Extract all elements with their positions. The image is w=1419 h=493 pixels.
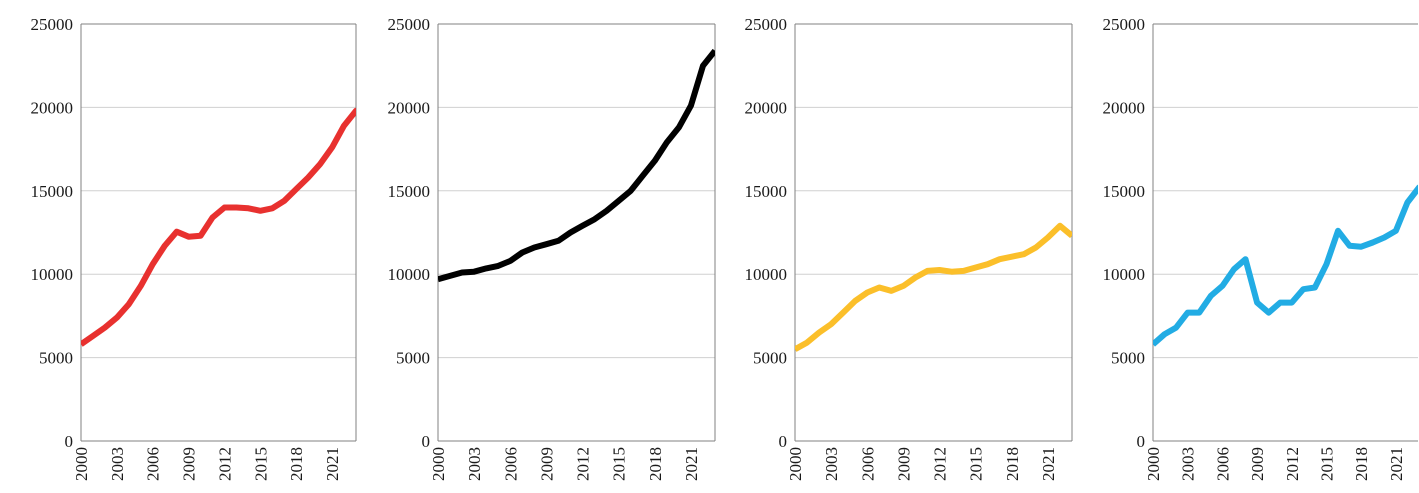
x-tick-label: 2015 <box>610 447 629 481</box>
y-tick-label: 15000 <box>1103 182 1146 201</box>
y-tick-label: 25000 <box>745 15 788 34</box>
y-tick-label: 20000 <box>745 98 788 117</box>
x-tick-label: 2003 <box>822 447 841 481</box>
x-tick-label: 2012 <box>931 447 950 481</box>
x-tick-label: 2006 <box>144 447 163 481</box>
y-tick-label: 5000 <box>753 349 787 368</box>
x-tick-label: 2021 <box>323 447 342 481</box>
x-tick-label: 2003 <box>108 447 127 481</box>
x-tick-label: 2009 <box>537 447 556 481</box>
series-line-2 <box>438 48 715 283</box>
series-line-4 <box>1153 184 1418 347</box>
x-tick-label: 2015 <box>251 447 270 481</box>
y-tick-label: 15000 <box>31 182 74 201</box>
y-tick-label: 10000 <box>745 265 788 284</box>
x-tick-label: 2003 <box>465 447 484 481</box>
x-tick-label: 2009 <box>180 447 199 481</box>
y-tick-label: 25000 <box>31 15 74 34</box>
series-line-1 <box>81 107 356 347</box>
y-tick-label: 20000 <box>31 98 74 117</box>
y-tick-label: 15000 <box>388 182 431 201</box>
x-tick-label: 2006 <box>858 447 877 481</box>
x-tick-label: 2018 <box>287 447 306 481</box>
y-tick-label: 0 <box>422 432 431 451</box>
x-tick-label: 2021 <box>1387 447 1406 481</box>
x-tick-label: 2009 <box>1248 447 1267 481</box>
y-tick-label: 5000 <box>396 349 430 368</box>
y-tick-label: 0 <box>779 432 788 451</box>
x-tick-label: 2009 <box>894 447 913 481</box>
x-tick-label: 2015 <box>1317 447 1336 481</box>
y-tick-label: 20000 <box>1103 98 1146 117</box>
y-tick-label: 10000 <box>388 265 431 284</box>
chart-panel-2: 0 5000 10000 15000 20000 25000 2000 2003 2006 200… <box>388 15 716 481</box>
chart-panel-1: 0 5000 10000 15000 20000 25000 2000 2003 2006 200… <box>31 15 357 481</box>
y-tick-label: 20000 <box>388 98 431 117</box>
y-tick-label: 0 <box>1137 432 1146 451</box>
series-line-3 <box>795 222 1072 352</box>
x-tick-label: 2012 <box>215 447 234 481</box>
x-tick-label: 2012 <box>574 447 593 481</box>
chart-panel-4: 0 5000 10000 15000 20000 25000 2000 2003 2006 200… <box>1103 15 1418 481</box>
x-tick-label: 2015 <box>967 447 986 481</box>
x-tick-label: 2006 <box>501 447 520 481</box>
x-tick-label: 2021 <box>1039 447 1058 481</box>
x-tick-label: 2018 <box>646 447 665 481</box>
y-tick-label: 15000 <box>745 182 788 201</box>
x-tick-label: 2006 <box>1213 447 1232 481</box>
y-tick-label: 10000 <box>31 265 74 284</box>
x-tick-label: 2000 <box>429 447 448 481</box>
y-tick-label: 25000 <box>1103 15 1146 34</box>
y-tick-label: 25000 <box>388 15 431 34</box>
x-tick-label: 2012 <box>1283 447 1302 481</box>
x-tick-label: 2003 <box>1179 447 1198 481</box>
y-tick-label: 0 <box>65 432 74 451</box>
chart-panel-3: 0 5000 10000 15000 20000 25000 2000 2003 2006 200… <box>745 15 1073 481</box>
x-tick-label: 2018 <box>1003 447 1022 481</box>
x-tick-label: 2018 <box>1352 447 1371 481</box>
x-tick-label: 2021 <box>682 447 701 481</box>
y-tick-label: 5000 <box>1111 349 1145 368</box>
y-tick-label: 5000 <box>39 349 73 368</box>
x-tick-label: 2000 <box>1144 447 1163 481</box>
y-tick-label: 10000 <box>1103 265 1146 284</box>
x-tick-label: 2000 <box>72 447 91 481</box>
x-tick-label: 2000 <box>786 447 805 481</box>
